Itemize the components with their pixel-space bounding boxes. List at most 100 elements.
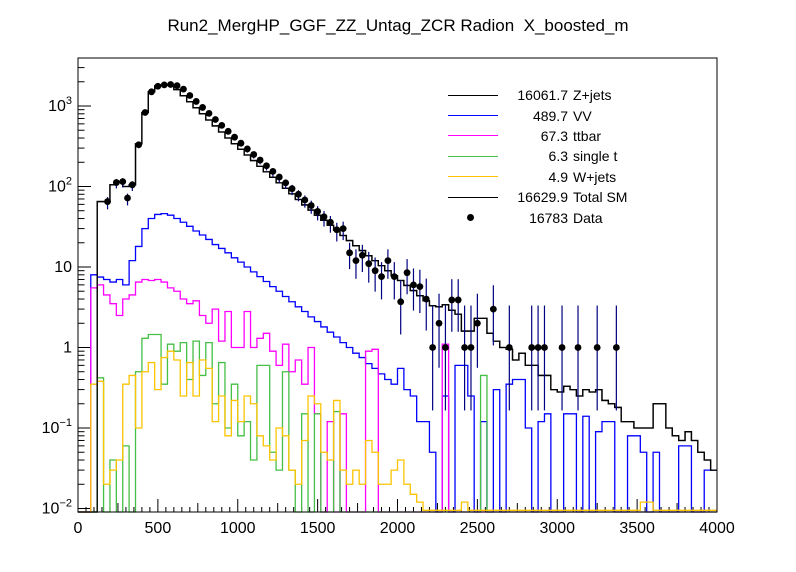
x-tick-label: 3500 [619,520,655,537]
data-marker [167,81,175,88]
data-marker [333,226,341,234]
x-tick-label: 1000 [220,520,256,537]
data-marker [473,319,481,327]
data-marker [403,269,411,277]
data-marker [135,141,143,149]
data-marker [346,249,353,257]
legend-item-vv: 489.7 VV [440,105,740,125]
data-marker [307,202,315,209]
data-marker [104,198,111,205]
legend-item-total-sm: 16629.9 Total SM [440,187,740,207]
data-marker [489,305,497,313]
data-marker [237,139,245,147]
data-marker [180,85,187,93]
legend: 16061.7 Z+jets 489.7 VV 67.3 ttbar 6.3 single t… [440,85,740,228]
legend-yield: 16629.9 [517,189,568,206]
series-total_sm-line [78,84,717,513]
legend-yield: 4.9 [548,168,568,185]
data-marker-icon [467,214,474,222]
data-marker [205,109,213,117]
data-marker [256,156,264,164]
data-marker [250,151,258,158]
legend-item-data: 16783 Data [440,207,740,227]
data-marker [378,273,385,280]
legend-item-w+jets: 4.9 W+jets [440,167,740,187]
legend-marker-dot [440,214,506,222]
data-marker [186,92,194,99]
legend-yield: 67.3 [540,127,568,144]
data-marker [128,181,136,189]
data-marker [269,168,277,175]
x-tick-label: 3000 [539,520,575,537]
data-marker [358,251,366,259]
data-marker [112,179,120,186]
y-tick-label: 1 [63,340,72,357]
data-marker [339,225,347,232]
data-marker [558,344,566,351]
data-marker [390,273,398,280]
data-marker [282,179,290,187]
legend-label: Data [573,209,603,226]
series-line-icon [448,196,498,198]
data-marker [119,178,127,186]
data-marker [154,82,162,90]
data-marker [384,257,392,265]
data-marker [461,344,468,351]
legend-marker-line [440,155,506,157]
series-line-icon [448,115,498,117]
x-tick-label: 500 [145,520,172,537]
legend-item-z+jets: 16061.7 Z+jets [440,85,740,105]
series-line-icon [448,176,498,178]
legend-marker-line [440,196,506,198]
legend-label: Total SM [573,189,628,206]
legend-yield: 6.3 [548,148,568,165]
data-marker [397,298,405,306]
data-marker [275,173,283,181]
y-tick-label: 10−2 [42,498,72,518]
data-marker [301,196,309,204]
y-tick-label: 103 [48,95,72,115]
data-marker [243,145,251,153]
data-marker [295,190,302,198]
data-marker [528,344,536,351]
data-marker [352,257,360,265]
legend-item-single-t: 6.3 single t [440,146,740,166]
legend-yield: 16061.7 [517,87,568,104]
data-marker [410,281,417,289]
y-tick-label: 10−1 [42,417,72,437]
data-marker [192,98,200,105]
data-marker [288,185,296,193]
data-marker [173,82,181,90]
data-marker [320,213,328,221]
data-marker [218,121,226,129]
data-marker [534,344,542,351]
legend-yield: 16783 [529,209,568,226]
legend-label: W+jets [573,168,617,185]
series-single_t-line [78,333,717,513]
data-marker [467,344,475,351]
data-marker [371,267,379,275]
data-marker [541,344,548,351]
legend-marker-line [440,94,506,96]
legend-label: ttbar [573,127,602,144]
x-tick-label: 1500 [300,520,336,537]
data-marker [422,295,430,303]
x-tick-label: 4000 [699,520,735,537]
data-points [104,81,620,351]
data-marker [442,344,449,351]
legend-label: VV [573,107,592,124]
data-marker [314,208,322,215]
data-marker [160,81,168,89]
data-marker [263,162,270,170]
data-marker [612,344,620,351]
x-axis-labels: 0 500 1000 1500 2000 2500 3000 3500 4000 [74,520,735,537]
data-marker [327,218,334,226]
data-marker [448,296,456,304]
data-marker [199,104,207,111]
series-line-icon [448,135,498,137]
legend-label: Z+jets [573,87,612,104]
data-marker [365,260,373,268]
